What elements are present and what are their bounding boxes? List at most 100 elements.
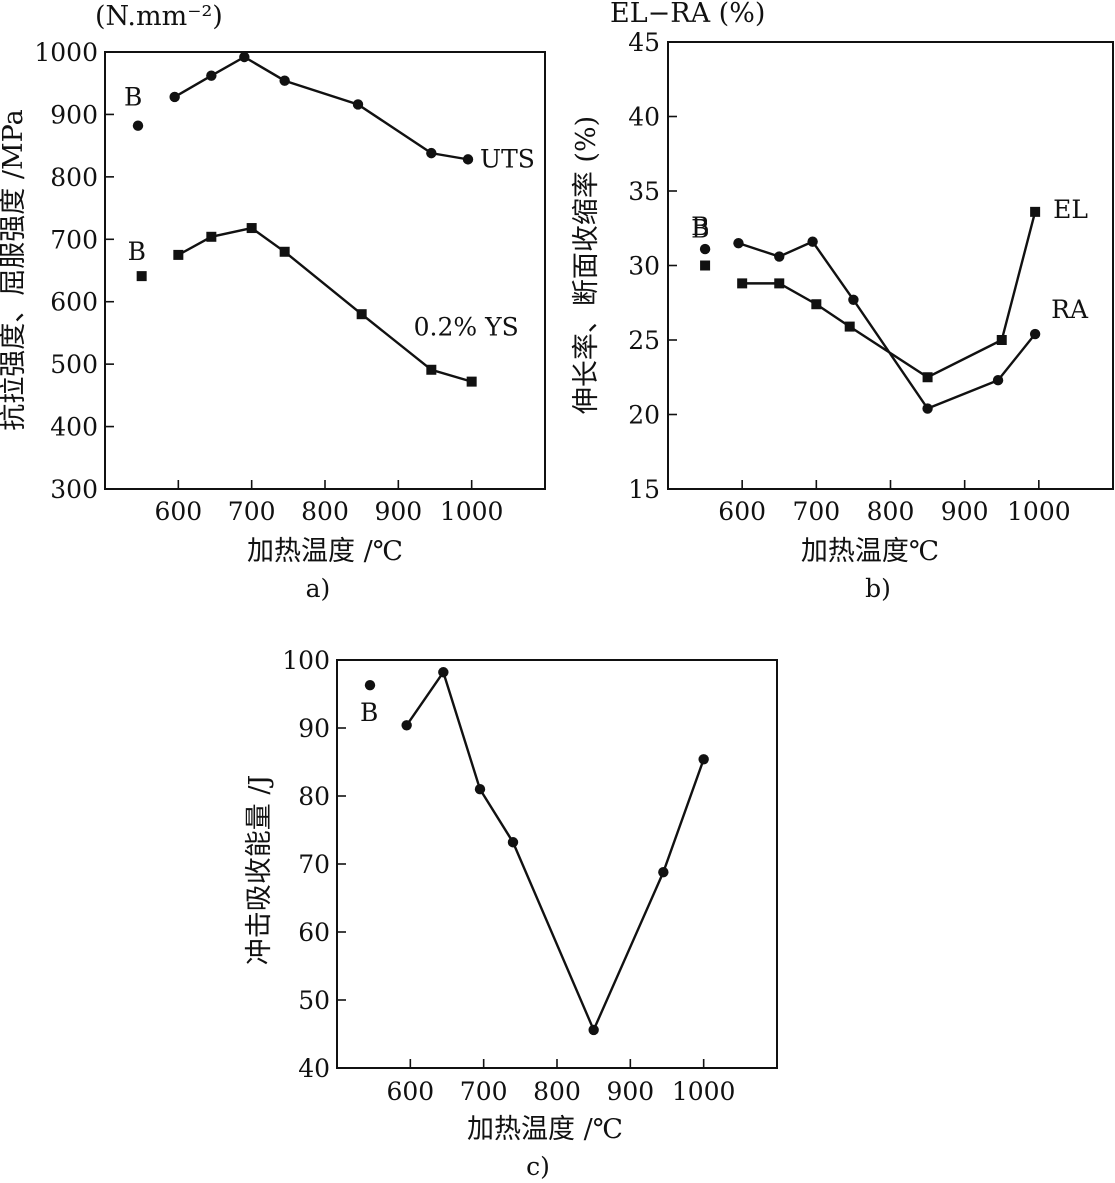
base-label: B [360,698,378,727]
y-tick-label: 600 [50,288,98,317]
base-point [364,679,376,691]
data-point [507,837,519,848]
data-point [474,784,486,795]
data-point [206,70,217,81]
y-tick-label: 50 [298,986,330,1015]
base-label: B [124,83,142,112]
y-tick-label: 100 [282,646,330,675]
y-unit-label-b: EL−RA (%) [610,0,765,29]
y-tick-label: 15 [628,475,660,504]
x-tick-label: 900 [374,497,422,526]
series-line [405,669,705,1033]
plot-frame-c [336,659,778,1069]
data-point [774,251,785,262]
base-point [700,260,711,271]
data-point [811,299,822,310]
data-point [462,154,474,165]
base-label: B [691,212,709,241]
x-axis-label-c: 加热温度 /℃ [467,1114,623,1145]
x-tick-label: 1000 [1007,497,1071,526]
data-point [279,75,290,86]
data-point [401,720,412,731]
data-point [426,147,437,159]
x-tick-label: 700 [228,497,276,526]
data-point [733,237,744,249]
y-tick-label: 400 [50,413,98,442]
base-label: B [691,215,709,244]
base-point [136,271,147,282]
data-point [658,866,669,878]
data-point [169,91,180,103]
data-point [807,236,818,247]
series-label: 0.2% YS [414,313,519,342]
y-tick-label: 20 [628,401,660,430]
y-axis-label-a: 抗拉强度、屈服强度 /MPa [0,109,29,430]
y-tick-label: 300 [50,475,98,504]
base-point [132,120,144,131]
base-point [699,243,711,255]
data-point [173,249,184,260]
x-tick-label: 900 [941,497,989,526]
series-label: EL [1053,195,1088,224]
y-tick-label: 35 [628,177,660,206]
y-tick-label: 900 [50,100,98,129]
plot-frame-b [667,41,1114,490]
panel-a: (N.mm⁻²) 抗拉强度、屈服强度 /MPa 加热温度 /℃ a) 600 70… [0,1,546,603]
plot-frame-a [104,51,546,490]
y-tick-label: 1000 [34,38,98,67]
data-point [922,403,933,414]
x-tick-label: 600 [718,497,766,526]
x-tick-label: 1000 [672,1077,736,1106]
series-line [177,226,473,383]
data-point [466,376,477,387]
y-tick-label: 25 [628,326,660,355]
x-axis-label-a: 加热温度 /℃ [247,536,403,567]
series-label: UTS [480,144,535,173]
x-tick-label: 900 [606,1077,654,1106]
data-point [279,246,290,257]
y-tick-label: 30 [628,252,660,281]
data-point [774,278,785,289]
y-tick-label: 40 [298,1054,330,1083]
panel-b: EL−RA (%) 伸长率、断面收缩率 (%) 加热温度℃ b) 600 700 8… [571,0,1114,603]
y-tick-label: 500 [50,350,98,379]
y-axis-label-c: 冲击吸收能量 /J [244,775,275,966]
x-tick-label: 700 [460,1077,508,1106]
data-point [352,99,364,110]
data-point [992,375,1004,386]
panel-c: 冲击吸收能量 /J 加热温度 /℃ c) 600 700 800 900 1000 40 5… [244,646,778,1181]
panel-label-b: b) [865,574,891,603]
y-tick-label: 70 [298,850,330,879]
x-tick-label: 600 [154,497,202,526]
y-unit-label-a: (N.mm⁻²) [95,1,223,32]
y-tick-label: 40 [628,103,660,132]
x-axis-label-b: 加热温度℃ [801,536,939,567]
data-point [426,364,437,375]
y-tick-label: 90 [298,714,330,743]
data-point [698,754,709,765]
y-axis-label-b: 伸长率、断面收缩率 (%) [571,116,602,414]
data-point [246,223,257,234]
x-tick-label: 600 [386,1077,434,1106]
panel-label-a: a) [306,574,331,603]
data-point [1030,206,1041,217]
data-point [356,309,367,320]
data-point [588,1024,599,1036]
y-tick-label: 45 [628,28,660,57]
x-tick-label: 700 [792,497,840,526]
y-tick-label: 80 [298,782,330,811]
x-tick-label: 800 [533,1077,581,1106]
data-point [848,294,859,305]
series-label: RA [1051,295,1089,324]
data-point [1029,328,1041,340]
data-point [996,335,1007,345]
series-line [174,55,469,161]
data-point [737,278,748,289]
data-point [844,321,855,332]
y-tick-label: 700 [50,225,98,254]
panel-label-c: c) [526,1152,550,1181]
series-line [738,240,1037,411]
x-tick-label: 800 [867,497,915,526]
x-tick-label: 1000 [440,497,504,526]
